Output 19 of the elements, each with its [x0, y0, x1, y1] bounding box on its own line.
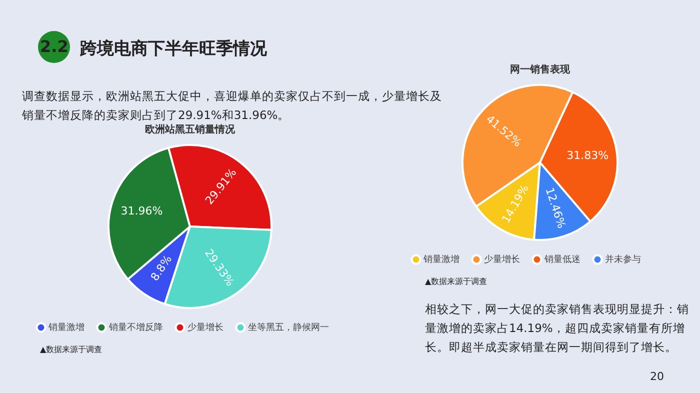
data-label: 31.83% [566, 148, 609, 162]
data-label: 31.96% [120, 204, 163, 218]
legend-label: 销量低迷 [544, 254, 580, 265]
legend-label: 销量不增反降 [108, 322, 163, 333]
text: ▲数据来源于调查 [425, 276, 488, 287]
text: ▲数据来源于调查 [40, 344, 102, 355]
legend-label: 销量激增 [48, 322, 84, 333]
legend-label: 坐等黑五，静候网一 [248, 322, 329, 333]
legend-label: 销量激增 [422, 254, 460, 265]
legend-label: 少量增长 [484, 254, 520, 265]
text: 20 [650, 370, 664, 383]
chart-title: 欧洲站黑五销量情况 [145, 124, 236, 136]
chart-title: 网一销售表现 [510, 64, 571, 76]
legend-label: 并未参与 [605, 254, 641, 265]
text: 2.2 [40, 37, 68, 56]
text: 跨境电商下半年旺季情况 [80, 38, 267, 60]
legend-label: 少量增长 [188, 322, 224, 333]
text: 调查数据显示，欧洲站黑五大促中，喜迎爆单的卖家仅占不到一成，少量增长及销量不增反降的卖家则占到了29.91%和31.96%。 [22, 88, 442, 124]
text: 相较之下，网一大促的卖家销售表现明显提升：销量激增的卖家占14.19%，超四成卖家销量有所增长。即超半成卖家销量在网一期间得到了增长。 [425, 301, 690, 356]
